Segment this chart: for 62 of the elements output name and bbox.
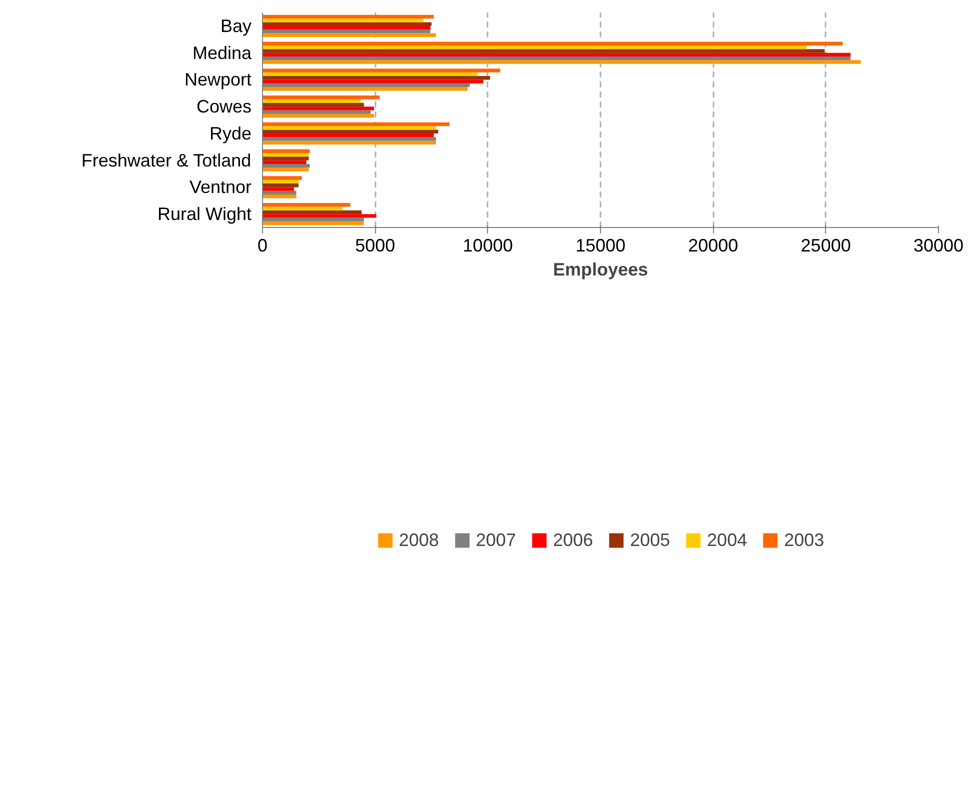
y-tick-label: Cowes <box>196 96 252 117</box>
bar <box>262 160 306 164</box>
bar <box>262 114 374 118</box>
bar <box>262 22 432 26</box>
bar <box>262 102 364 107</box>
bar <box>262 152 309 157</box>
bar <box>262 187 294 191</box>
bar <box>262 80 484 84</box>
bar <box>262 168 309 172</box>
bar <box>262 214 376 218</box>
legend-label: 2004 <box>707 530 748 550</box>
bar <box>262 60 861 64</box>
bar <box>262 203 350 207</box>
bar <box>262 106 374 110</box>
y-tick-label: Newport <box>184 70 252 90</box>
y-tick-label: Rural Wight <box>157 204 252 224</box>
x-tick-label: 15000 <box>575 236 626 256</box>
bar <box>262 99 361 103</box>
bar <box>262 33 436 37</box>
y-tick-label: Freshwater & Totland <box>81 150 252 170</box>
x-tick-label: 0 <box>257 236 268 256</box>
bar <box>262 130 438 134</box>
legend-label: 2007 <box>476 530 516 550</box>
bar <box>262 18 424 22</box>
bar <box>262 133 434 138</box>
legend-label: 2005 <box>630 530 670 550</box>
bar <box>262 180 299 184</box>
bar <box>262 206 342 210</box>
x-axis-title: Employees <box>552 260 648 280</box>
legend-label: 2003 <box>784 530 824 550</box>
bar <box>262 96 380 100</box>
y-tick-label: Ryde <box>209 123 252 144</box>
bar <box>262 52 851 56</box>
x-tick-label: 30000 <box>913 236 964 256</box>
bar <box>262 149 310 153</box>
x-tick-label: 10000 <box>462 236 513 256</box>
y-tick-label: Ventnor <box>189 177 252 198</box>
x-tick-label: 25000 <box>800 236 851 256</box>
legend-label: 2008 <box>398 530 439 550</box>
bar <box>262 76 490 80</box>
bar <box>262 49 825 53</box>
bar <box>262 140 436 144</box>
bar <box>262 176 302 180</box>
bar <box>262 26 430 30</box>
bar <box>262 68 500 72</box>
bar <box>262 72 478 76</box>
y-tick-label: Medina <box>192 42 252 63</box>
x-tick-label: 20000 <box>688 236 738 256</box>
bar <box>262 156 309 160</box>
bar <box>262 14 434 19</box>
bar <box>262 42 843 46</box>
x-tick-label: 5000 <box>355 236 396 256</box>
bar <box>262 126 436 130</box>
bar <box>262 87 468 91</box>
bar <box>262 45 807 50</box>
bar <box>262 184 299 188</box>
y-tick-label: Bay <box>220 16 252 36</box>
legend-label: 2006 <box>552 530 593 550</box>
bar <box>262 210 362 214</box>
bar <box>262 194 296 198</box>
bar <box>262 122 450 126</box>
bar <box>262 221 364 226</box>
